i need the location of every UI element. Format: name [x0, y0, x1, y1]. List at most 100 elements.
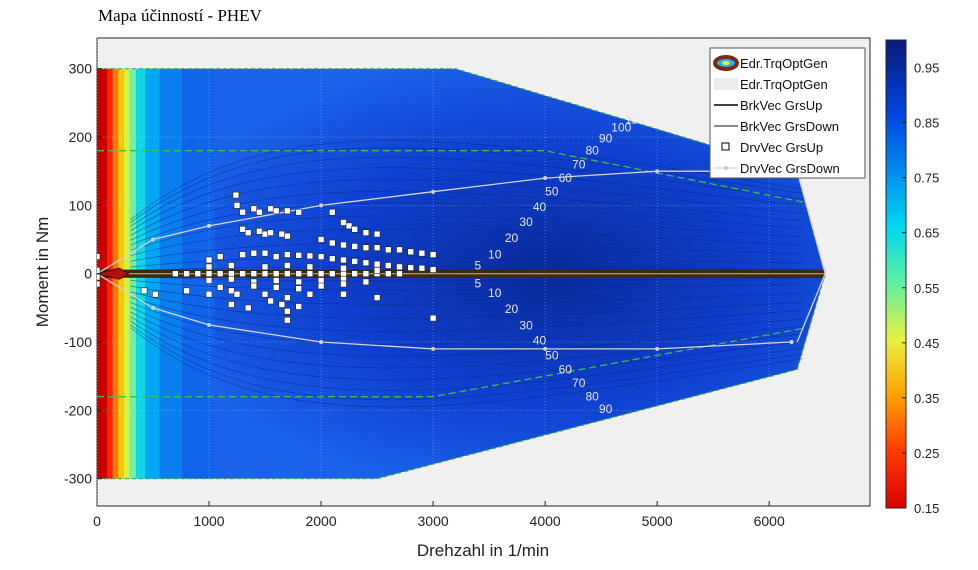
lower-dashed-curve — [97, 327, 803, 398]
drvvec-grsup-point — [351, 270, 359, 278]
edr-trqoptgen-marker — [97, 267, 130, 280]
legend-item-5: DrvVec GrsUp — [740, 140, 823, 155]
drvvec-grsup-point — [228, 301, 235, 308]
drvvec-grsup-point — [205, 277, 213, 284]
drvvec-grsup-point — [284, 294, 291, 301]
colorbar — [885, 39, 907, 509]
contour-line — [130, 167, 803, 231]
drvvec-grsdown-point — [543, 346, 548, 351]
drvvec-grsup-point — [295, 252, 303, 259]
contour-labels: 5510102020303040405050606070708080909010… — [475, 112, 645, 416]
contour-label: 90 — [599, 131, 613, 145]
drvvec-grsup-point — [328, 208, 336, 216]
drvvec-grsdown-tip — [796, 171, 826, 274]
drvvec-grsup-point — [244, 229, 252, 236]
x-tick-label: 1000 — [193, 513, 224, 529]
colorbar-tick-label: 0.75 — [914, 171, 939, 186]
y-tick-label: 0 — [84, 266, 92, 282]
contour-line — [130, 306, 803, 357]
drvvec-grsup-point — [152, 290, 159, 298]
drvvec-grsup-point — [228, 287, 235, 295]
contour-label: 5 — [475, 276, 482, 290]
drvvec-grsup-point — [97, 266, 101, 274]
drvvec-grsup-point — [284, 232, 291, 240]
drvvec-grsdown-point — [655, 346, 660, 351]
drvvec-grsup-point — [284, 207, 291, 215]
drvvec-grsup-point — [272, 277, 280, 284]
drvvec-grsdown-point — [431, 189, 436, 194]
drvvec-grsup-point — [340, 264, 347, 272]
drvvec-grsup-point — [194, 270, 202, 278]
contour-label: 50 — [545, 185, 559, 199]
contour-label: 5 — [475, 259, 482, 273]
drvvec-grsup-point — [272, 284, 280, 291]
colorbar-tick-label: 0.15 — [914, 501, 939, 516]
y-tick-label: 200 — [69, 129, 93, 145]
y-tick-label: -200 — [64, 402, 92, 418]
drvvec-grsup-point — [295, 208, 303, 216]
drvvec-grsup-point — [239, 251, 246, 258]
colorbar-tick-label: 0.25 — [914, 446, 939, 461]
drvvec-grsup-point — [384, 270, 392, 278]
drvvec-grsup-point — [396, 246, 403, 254]
drvvec-grsup-point — [295, 285, 303, 293]
drvvec-grsup-point — [306, 290, 314, 298]
drvvec-grsup-point — [284, 270, 291, 278]
drvvec-grsup-point — [362, 229, 370, 236]
drvvec-grsup-point — [278, 301, 286, 308]
contour-label: 50 — [545, 349, 559, 363]
drvvec-grsup-point — [328, 239, 336, 247]
axis-ticks: 0 1000 2000 3000 4000 5000 60003002001000-100-… — [64, 61, 785, 529]
contour-label: 70 — [572, 157, 586, 171]
x-tick-label: 4000 — [530, 513, 561, 529]
drvvec-grsup-point — [328, 255, 336, 262]
x-axis-label: Drehzahl in 1/min — [417, 541, 549, 560]
drvvec-grsup-point — [340, 256, 347, 264]
legend: Edr.TrqOptGen Edr.TrqOptGen BrkVec GrsUp… — [709, 47, 866, 179]
contour-line — [130, 202, 803, 246]
drvvec-grsup-point — [272, 207, 280, 215]
contour-line — [130, 296, 803, 332]
drvvec-grsup-point — [233, 290, 241, 298]
drvvec-grsup-point — [261, 290, 269, 298]
drvvec-grsup-point — [317, 270, 325, 278]
x-tick-label: 2000 — [305, 513, 336, 529]
legend-item-6: DrvVec GrsDown — [740, 161, 840, 176]
drvvec-grsup-point — [317, 253, 325, 260]
drvvec-grsdown-point — [151, 237, 156, 242]
contour-label: 60 — [559, 362, 573, 376]
drvvec-grsup-point — [97, 280, 101, 288]
drvvec-grsup-point — [317, 236, 325, 243]
drvvec-grsup-point — [328, 270, 336, 278]
drvvec-grsup-point — [183, 270, 190, 278]
drvvec-grsdown-point — [655, 169, 660, 174]
contour-label: 40 — [533, 200, 547, 214]
contour-line — [130, 291, 803, 319]
contour-line — [130, 276, 803, 282]
drvvec-grsup-point — [261, 263, 269, 271]
drvvec-grsup-point — [340, 241, 347, 249]
drvvec-grsup-point — [317, 282, 325, 290]
contour-line — [130, 140, 803, 220]
contour-line — [130, 320, 803, 391]
drvvec-grsup-point — [306, 263, 314, 271]
contour-label: 20 — [505, 302, 519, 316]
contour-label: 70 — [572, 376, 586, 390]
drvvec-grsup-point — [250, 282, 258, 290]
drvvec-grsdown-point — [431, 346, 436, 351]
drvvec-grsdown-point — [319, 203, 324, 208]
drvvec-grsup-point — [340, 280, 347, 288]
drvvec-grsup-point — [429, 314, 437, 322]
colorbar-tick-label: 0.95 — [914, 61, 939, 76]
drvvec-grsup-point — [362, 270, 370, 278]
drvvec-grsup-point — [396, 263, 403, 271]
drvvec-grsup-point — [267, 229, 274, 236]
drvvec-grsup-point — [261, 270, 269, 278]
lower-limit-line — [97, 273, 826, 480]
drvvec-grsup-point — [140, 287, 148, 295]
drvvec-grsup-point — [284, 316, 291, 324]
contour-label: 90 — [599, 402, 613, 416]
drvvec-grsup-point — [183, 287, 190, 295]
y-tick-label: 100 — [69, 197, 93, 213]
